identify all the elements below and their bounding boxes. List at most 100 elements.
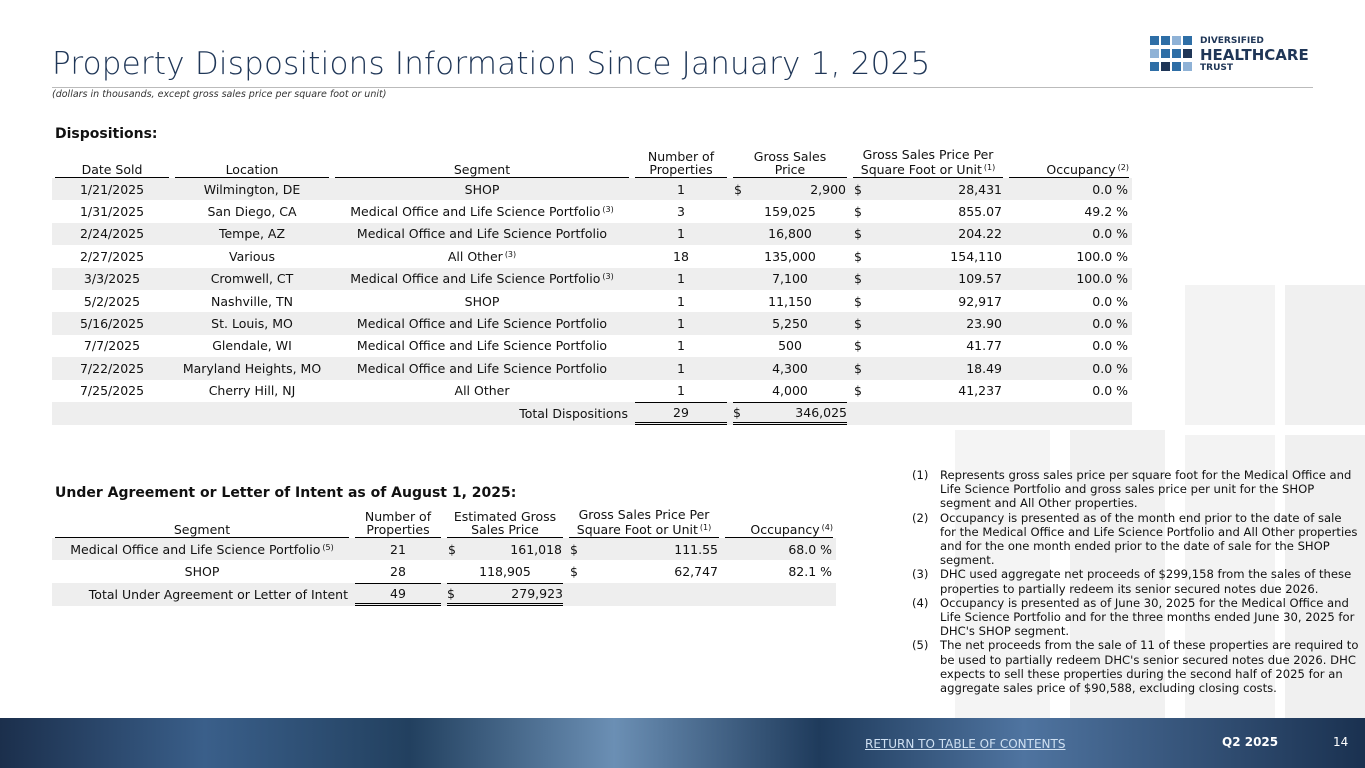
cell-text: Medical Office and Life Science Portfoli… (356, 338, 608, 354)
footnote-text: Represents gross sales price per square … (940, 468, 1352, 511)
column-header: Location (172, 148, 332, 178)
cell-text: 5,250 (772, 316, 808, 332)
cell: Medical Office and Life Science Portfoli… (332, 312, 632, 335)
footnote: (1) Represents gross sales price per squa… (912, 468, 1360, 511)
note-ref: (3) (602, 205, 614, 215)
cell-text: 100.0 % (1076, 248, 1128, 264)
cell-text: 135,000 (764, 248, 816, 264)
header-underline: Segment (335, 163, 629, 178)
total-cell: 29 (632, 401, 730, 425)
toc-link[interactable]: RETURN TO TABLE OF CONTENTS (865, 737, 1066, 751)
cell: 0.0 % (1006, 290, 1132, 312)
cell-text: 1 (677, 181, 685, 197)
currency: $ (854, 293, 862, 309)
currency: $ (854, 248, 862, 264)
data-row: 7/22/2025 Maryland Heights, MO Medical Off… (52, 357, 1132, 380)
cell-text: 0.0 % (1092, 226, 1128, 242)
cell: 11,150 (730, 290, 850, 312)
cell-text: 2/24/2025 (79, 226, 145, 242)
cell-text: 0.0 % (1092, 316, 1128, 332)
header-underline: Segment (55, 523, 349, 538)
cell: SHOP (332, 178, 632, 201)
total-cell: 49 (352, 582, 444, 606)
header-underline: Number of Properties (355, 510, 441, 538)
cell-text: 3/3/2025 (83, 271, 141, 287)
cell: 500 (730, 335, 850, 357)
cell: Tempe, AZ (172, 222, 332, 246)
filler (566, 582, 836, 606)
cell: 1 (632, 312, 730, 335)
column-header: Gross Sales Price Per Square Foot or Uni… (566, 508, 722, 538)
cell: $204.22 (850, 222, 1006, 246)
cell: Medical Office and Life Science Portfoli… (332, 335, 632, 357)
cell-text: 29 (673, 404, 689, 420)
cell: 3 (632, 200, 730, 222)
note-ref: (5) (322, 542, 334, 552)
cell: 118,905 (444, 560, 566, 582)
cell: 16,800 (730, 222, 850, 246)
cell-text: SHOP (464, 293, 500, 309)
note-ref: (1) (983, 163, 996, 172)
cell: 0.0 % (1006, 335, 1132, 357)
section-heading: Dispositions: (55, 126, 158, 142)
cell-text: 118,905 (479, 564, 531, 580)
cell: 5,250 (730, 312, 850, 335)
currency-cell: $204.22 (854, 226, 1002, 241)
cell-text: 82.1 % (788, 564, 832, 580)
currency-cell: $28,431 (854, 182, 1002, 197)
currency-cell: $18.49 (854, 361, 1002, 376)
amount: 23.90 (966, 316, 1002, 332)
footnote: (3) DHC used aggregate net proceeds of $2… (912, 567, 1360, 595)
cell-text: 1 (677, 360, 685, 376)
cell: Medical Office and Life Science Portfoli… (332, 267, 632, 290)
note-ref: (3) (504, 249, 517, 259)
note-ref: (1) (699, 523, 712, 532)
amount: 2,900 (810, 181, 846, 197)
cell-text: 4,300 (772, 360, 808, 376)
cell: $154,110 (850, 245, 1006, 267)
cell: Various (172, 245, 332, 267)
cell: 3/3/2025 (52, 267, 172, 290)
currency: $ (854, 383, 862, 399)
section-heading: Under Agreement or Letter of Intent as o… (55, 485, 517, 501)
cell: 0.0 % (1006, 178, 1132, 201)
header-row: Segment Number of Properties Estimated Gro… (52, 508, 836, 538)
footnote-text: DHC used aggregate net proceeds of $299,… (940, 567, 1352, 596)
cell-text: 11,150 (768, 293, 812, 309)
header-underline: Occupancy (4) (725, 521, 833, 538)
header-underline: Location (175, 163, 329, 178)
currency: $ (733, 404, 741, 420)
amount: 41.77 (966, 338, 1002, 354)
total-box: 49 (355, 582, 441, 606)
cell: $23.90 (850, 312, 1006, 335)
cell: San Diego, CA (172, 200, 332, 222)
currency: $ (854, 204, 862, 220)
cell-text: All Other (447, 248, 503, 264)
total-box: $279,923 (447, 582, 563, 606)
cell-text: 1/31/2025 (79, 204, 145, 220)
currency-cell: $23.90 (854, 316, 1002, 331)
column-header: Occupancy (2) (1006, 148, 1132, 178)
cell: 2/24/2025 (52, 222, 172, 246)
currency: $ (854, 271, 862, 287)
cell-text: 7,100 (772, 271, 808, 287)
amount: 346,025 (795, 404, 847, 420)
total-label: Total Under Agreement or Letter of Inten… (52, 582, 352, 606)
cell: $62,747 (566, 560, 722, 582)
amount: 154,110 (950, 248, 1002, 264)
currency: $ (448, 541, 456, 557)
cell: 82.1 % (722, 560, 836, 582)
cell: 0.0 % (1006, 312, 1132, 335)
cell-text: Occupancy (1046, 162, 1116, 177)
cell-text: Occupancy (750, 522, 820, 537)
amount: 161,018 (510, 541, 562, 557)
cell-text: 5/16/2025 (79, 316, 145, 332)
cell: Wilmington, DE (172, 178, 332, 201)
footer-band (0, 718, 1365, 768)
footnote: (4) Occupancy is presented as of June 30,… (912, 596, 1360, 639)
cell-text: San Diego, CA (207, 204, 297, 220)
cell-text: Tempe, AZ (218, 226, 286, 242)
cell-text: 7/7/2025 (83, 338, 141, 354)
cell: 2/27/2025 (52, 245, 172, 267)
